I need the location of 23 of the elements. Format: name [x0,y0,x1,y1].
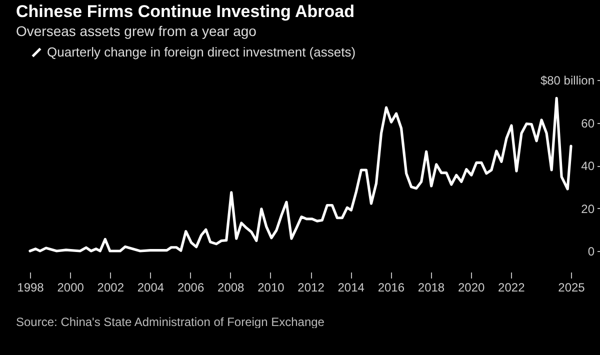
chart-subtitle: Overseas assets grew from a year ago [16,23,257,39]
x-tick-label: 2004 [137,280,164,294]
x-tick-label: 2020 [458,280,485,294]
x-tick-label: 2000 [57,280,84,294]
legend-label: Quarterly change in foreign direct investment (assets) [47,44,356,60]
y-tick-label: 60 [581,116,595,130]
x-tick-label: 2016 [378,280,405,294]
y-tick-label: 40 [581,159,595,173]
x-tick-label: 2010 [258,280,285,294]
y-tick-label: 0 [588,244,595,258]
x-tick-label: 2018 [418,280,445,294]
chart-title: Chinese Firms Continue Investing Abroad [16,2,354,21]
x-tick-label: 2022 [498,280,526,294]
y-tick-label: $80 billion [540,74,594,88]
x-tick-label: 2006 [177,280,204,294]
y-tick-label: 20 [581,202,595,216]
line-series [28,96,572,252]
x-tick-label: 2012 [298,280,325,294]
x-tick-label: 2008 [218,280,245,294]
x-tick-label: 2025 [558,280,586,294]
x-tick-label: 2002 [97,280,124,294]
x-tick-label: 1998 [17,280,44,294]
x-tick-label: 2014 [338,280,365,294]
